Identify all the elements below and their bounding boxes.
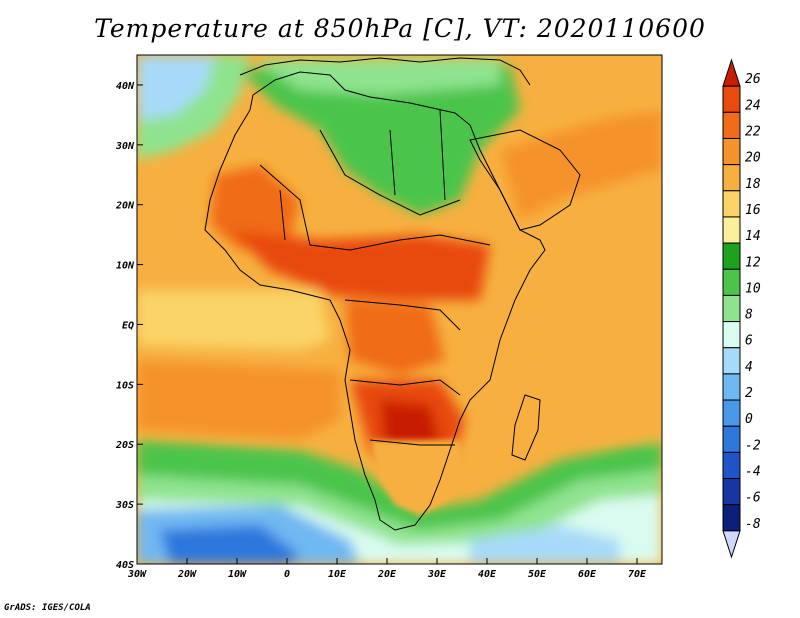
blue-south-indian [470, 525, 620, 564]
lat-tick-label: 20N [115, 201, 135, 212]
arabia [469, 129, 581, 231]
colorbar-label: 26 [745, 72, 761, 87]
colorbar-swatch [722, 242, 741, 270]
latitude-ticks: 40N 30N 20N 10N EQ 10S 20S 30S 40S [115, 81, 143, 571]
colorbar-swatch [722, 216, 741, 244]
lat-tick-label: 20S [115, 440, 134, 451]
iberia-europe [239, 57, 531, 86]
plot-frame [136, 54, 663, 565]
mild-indian-ocean [520, 170, 662, 440]
colorbar-label: 0 [745, 412, 753, 427]
colorbar-swatch [722, 478, 741, 506]
colorbar-label: 10 [745, 281, 761, 296]
colorbar-label: 22 [745, 124, 761, 139]
border-3 [344, 299, 461, 331]
border-2 [259, 164, 491, 251]
lat-tick-label: 30N [115, 141, 135, 152]
colorbar-label: 4 [745, 360, 753, 375]
lon-tick-label: 30W [127, 569, 147, 580]
colorbar-swatch [722, 451, 741, 480]
lon-tick-label: 50E [528, 569, 547, 580]
africa-coastline [204, 71, 546, 531]
deep-blue-south-atlantic [160, 525, 300, 564]
warm-atlantic-south [137, 360, 340, 440]
border-5 [369, 439, 455, 446]
colorbar-swatch [722, 111, 741, 139]
lat-tick-label: 10N [116, 261, 135, 272]
border-4 [349, 379, 461, 396]
lat-tick-label: 10S [116, 380, 134, 391]
colorbar-label: -4 [745, 465, 761, 480]
lat-tick-label: 30S [115, 500, 134, 511]
hot-sahel-central [230, 230, 490, 300]
lat-tick-label: EQ [122, 320, 134, 331]
colorbar-swatch [722, 321, 741, 349]
colorbar-swatch [722, 504, 741, 532]
colorbar-swatch [722, 85, 741, 113]
lon-tick-label: 40E [478, 569, 497, 580]
green-mediterranean [240, 65, 520, 215]
temperature-field [137, 55, 662, 564]
lon-tick-label: 20E [377, 569, 397, 580]
border-1 [319, 129, 461, 216]
colorbar-swatch [722, 164, 741, 192]
light-mediterranean [255, 58, 500, 95]
mild-gulf [137, 290, 330, 350]
lon-tick-label: 10W [228, 569, 247, 580]
lon-tick-label: 10E [328, 569, 347, 580]
hot-sahel-west [210, 165, 300, 250]
colorbar-label: -8 [745, 517, 761, 532]
colorbar-swatch [722, 373, 741, 401]
lat-tick-label: 40N [116, 81, 135, 92]
colorbar-label: 18 [745, 177, 761, 192]
colorbar-swatch [722, 268, 741, 296]
colorbar-label: 12 [745, 255, 761, 270]
lon-tick-label: 0 [284, 569, 290, 580]
coastlines [204, 57, 581, 531]
longitude-ticks: 30W 20W 10W 0 10E 20E 30E 40E 50E 60E 70E [127, 558, 647, 580]
colorbar-swatch [722, 137, 741, 166]
colorbar-label: 2 [745, 386, 753, 401]
colorbar-swatch [722, 425, 741, 453]
colorbar-swatch [722, 347, 741, 375]
colorbar-label: 20 [745, 151, 761, 166]
blue-atlantic-north [137, 55, 215, 120]
map-title: Temperature at 850hPa [C], VT: 202011060… [94, 14, 706, 43]
lat-tick-label: 40S [116, 560, 134, 571]
colorbar-swatch [722, 190, 741, 218]
colorbar-label: 6 [745, 334, 753, 349]
colorbar-label: 8 [745, 308, 753, 323]
colorbar-swatch [722, 58, 741, 87]
colorbar-label: 16 [745, 203, 761, 218]
colorbar-swatch [722, 399, 741, 427]
hot-central-africa [345, 300, 445, 375]
colorbar-swatch [722, 294, 741, 323]
lon-tick-label: 60E [578, 569, 597, 580]
colorbar-label: 14 [745, 229, 761, 244]
warm-south-africa-land [370, 440, 465, 515]
madagascar [511, 394, 541, 461]
lon-tick-label: 70E [628, 569, 647, 580]
mild-horn [500, 110, 662, 220]
credit-text: GrADS: IGES/COLA [4, 603, 91, 613]
lon-tick-label: 20W [177, 569, 197, 580]
border-6 [279, 109, 446, 241]
colorbar-label: 24 [745, 98, 761, 113]
lon-tick-label: 30E [427, 569, 447, 580]
colorbar-label: -2 [745, 438, 761, 453]
colorbar-label: -6 [745, 491, 761, 506]
colorbar-swatch [722, 530, 741, 559]
